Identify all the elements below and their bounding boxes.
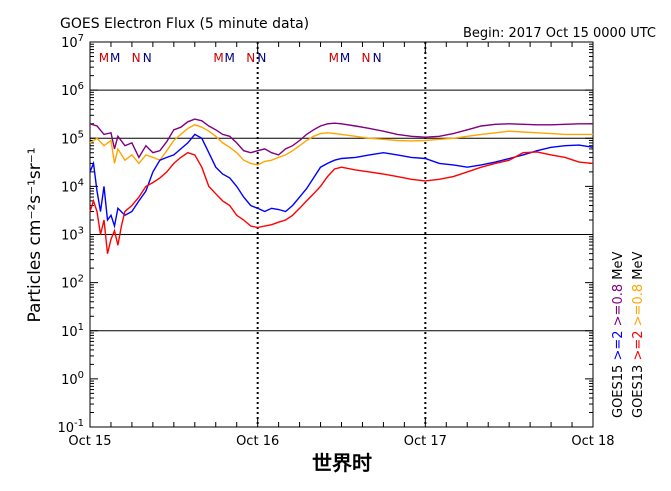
legend-item: MeV: [611, 252, 626, 284]
y-tick-label: 107: [61, 33, 84, 51]
legend-item: GOES13: [631, 365, 646, 418]
legend-column: GOES15 >=2 >=0.8 MeV: [611, 252, 626, 418]
y-tick-label: 102: [61, 274, 84, 292]
y-tick-label: 10-1: [57, 418, 84, 436]
mn-marker: N: [143, 51, 152, 65]
mn-marker: N: [257, 51, 266, 65]
x-tick-label: Oct 18: [571, 434, 614, 449]
gridlines: [90, 42, 593, 427]
x-tick-label: Oct 15: [68, 434, 111, 449]
series-line: [89, 124, 593, 166]
chart-title: GOES Electron Flux (5 minute data): [60, 16, 309, 32]
legend-item: >=2: [611, 330, 626, 364]
legend-item: >=2: [631, 330, 646, 364]
x-tick-label: Oct 17: [404, 434, 447, 449]
mn-marker: M: [225, 51, 235, 65]
mn-marker: M: [99, 51, 109, 65]
mn-marker: M: [110, 51, 120, 65]
y-tick-label: 101: [61, 322, 84, 340]
x-axis-label: 世界时: [312, 451, 372, 475]
mn-marker: N: [361, 51, 370, 65]
mn-marker: M: [340, 51, 350, 65]
mn-marker: N: [132, 51, 141, 65]
mn-marker: N: [246, 51, 255, 65]
series-lines: [89, 118, 594, 254]
legend-item: >=0.8: [611, 284, 626, 331]
y-tick-label: 103: [61, 226, 84, 244]
legend-item: MeV: [631, 252, 646, 284]
mn-marker: M: [329, 51, 339, 65]
y-axis-label: Particles cm⁻²s⁻¹sr⁻¹: [25, 147, 45, 322]
begin-time: Begin: 2017 Oct 15 0000 UTC: [463, 26, 656, 41]
legend-item: >=0.8: [631, 284, 646, 331]
y-tick-label: 100: [61, 370, 84, 388]
series-line: [89, 151, 594, 254]
series-line: [89, 133, 594, 229]
y-tick-label: 104: [61, 177, 84, 195]
y-tick-label: 105: [61, 129, 84, 147]
mn-marker: M: [213, 51, 223, 65]
legend-column: GOES13 >=2 >=0.8 MeV: [631, 252, 646, 418]
x-tick-label: Oct 16: [236, 434, 279, 449]
y-axis-ticks: 107 106 105 104 103 102 101 100 10-1: [57, 33, 593, 436]
legend-item: GOES15: [611, 365, 626, 418]
mn-marker: N: [373, 51, 382, 65]
series-line: [89, 118, 593, 159]
y-tick-label: 106: [61, 81, 84, 99]
x-axis-ticks: Oct 15 Oct 16 Oct 17 Oct 18: [68, 42, 615, 449]
